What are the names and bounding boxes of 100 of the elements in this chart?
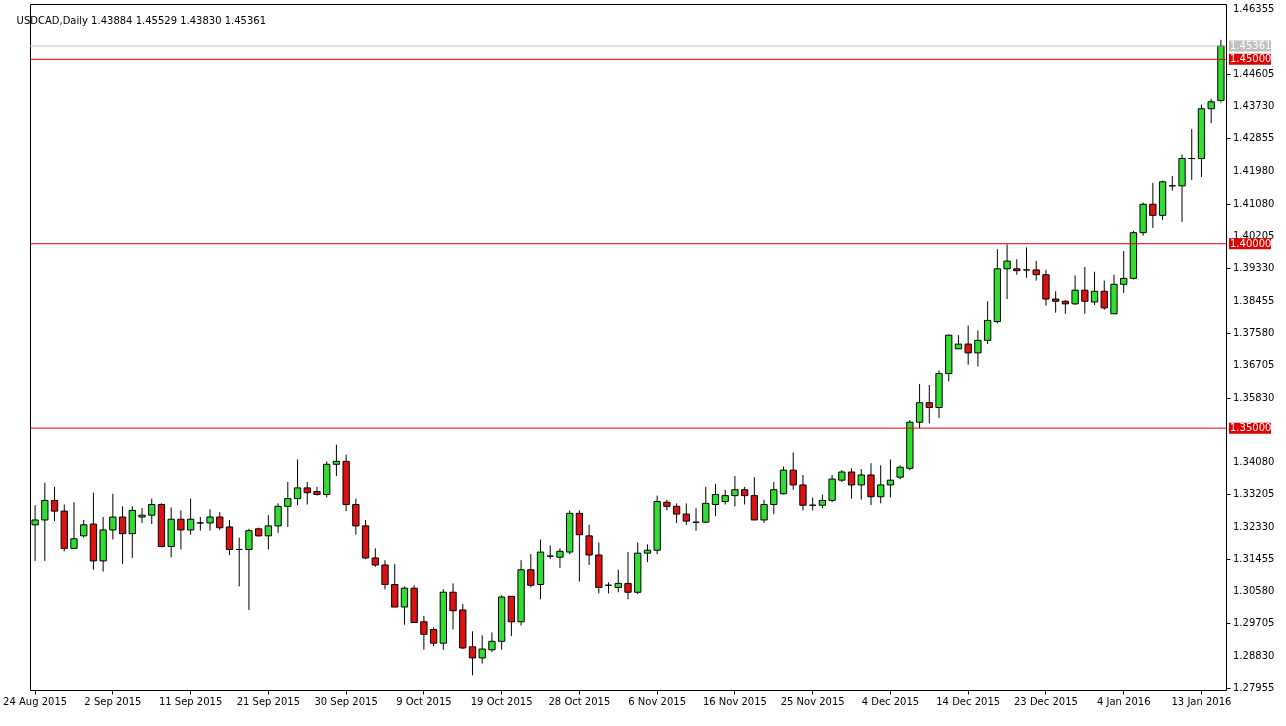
- x-tick-label: 13 Jan 2016: [1171, 695, 1232, 707]
- candlestick: [915, 383, 924, 429]
- y-tick-label: 1.43730: [1233, 100, 1275, 112]
- candlestick: [177, 509, 185, 550]
- candlestick: [1090, 271, 1099, 306]
- candlestick: [1100, 280, 1108, 311]
- candlestick: [828, 474, 836, 503]
- candlestick: [313, 486, 321, 497]
- candlestick: [41, 482, 49, 562]
- candlestick: [585, 524, 593, 566]
- y-tick-label: 1.35830: [1233, 391, 1275, 403]
- x-tick-label: 19 Oct 2015: [470, 695, 533, 707]
- candlestick: [877, 464, 885, 504]
- y-tick-label: 1.27955: [1233, 681, 1275, 693]
- candlestick: [293, 458, 302, 506]
- y-tick-label: 1.37580: [1233, 326, 1275, 338]
- candlestick: [332, 444, 341, 477]
- candlestick: [556, 547, 564, 569]
- ref-line-label: 1.45361: [1230, 40, 1272, 52]
- x-tick-label: 4 Jan 2016: [1096, 695, 1151, 707]
- candlestick: [206, 508, 214, 532]
- candlestick: [779, 466, 788, 496]
- candlestick: [245, 528, 253, 611]
- y-tick-label: 1.31455: [1233, 552, 1275, 564]
- candlestick: [1120, 250, 1128, 294]
- candlestick: [663, 499, 671, 511]
- candlestick: [468, 630, 477, 676]
- candlestick: [974, 329, 982, 368]
- candlestick: [478, 634, 486, 664]
- candlestick: [371, 547, 379, 568]
- x-tick-label: 25 Nov 2015: [780, 695, 845, 707]
- candlestick: [352, 498, 360, 536]
- y-tick-label: 1.29705: [1233, 617, 1275, 629]
- candlestick: [702, 486, 710, 524]
- candlestick: [1003, 243, 1011, 300]
- candlestick: [391, 563, 399, 608]
- y-tick-label: 1.41080: [1233, 197, 1275, 209]
- candlestick: [1207, 98, 1215, 124]
- candlestick: [381, 559, 389, 590]
- y-tick-label: 1.34080: [1233, 456, 1275, 468]
- y-tick-label: 1.36705: [1233, 359, 1275, 371]
- x-tick-label: 11 Sep 2015: [158, 695, 223, 707]
- candlestick: [186, 498, 195, 536]
- candlestick: [1081, 266, 1089, 315]
- candlestick: [624, 551, 632, 600]
- x-tick-label: 2 Sep 2015: [84, 695, 142, 707]
- candlestick: [274, 502, 282, 534]
- y-tick-label: 1.39330: [1233, 262, 1275, 274]
- candlestick: [731, 475, 739, 507]
- candlestick: [1032, 260, 1040, 282]
- candlestick: [264, 514, 273, 550]
- y-tick-label: 1.32330: [1233, 520, 1275, 532]
- candlestick: [1052, 290, 1060, 314]
- candlestick: [614, 569, 622, 593]
- candlestick: [1022, 246, 1031, 279]
- x-tick-label: 30 Sep 2015: [314, 695, 378, 707]
- candlestick: [1071, 274, 1079, 306]
- y-tick-label: 1.44605: [1233, 67, 1275, 79]
- candlestick: [128, 505, 136, 559]
- x-tick-label: 9 Oct 2015: [396, 695, 452, 707]
- candlestick: [429, 626, 438, 647]
- x-tick-label: 24 Aug 2015: [3, 695, 68, 707]
- candlestick: [449, 582, 457, 631]
- y-tick-label: 1.28830: [1233, 649, 1275, 661]
- candlestick: [925, 384, 933, 424]
- candlestick: [109, 493, 117, 541]
- y-tick-label: 1.30580: [1233, 585, 1275, 597]
- candlestick: [789, 451, 797, 491]
- candlestick: [138, 507, 146, 524]
- y-tick-label: 1.33205: [1233, 488, 1275, 500]
- x-tick-label: 6 Nov 2015: [628, 695, 686, 707]
- y-tick-label: 1.38455: [1233, 294, 1275, 306]
- candlestick: [760, 499, 768, 524]
- candlestick: [770, 481, 778, 515]
- ref-line-label: 1.45000: [1230, 53, 1272, 65]
- candlestick: [799, 474, 807, 511]
- candlestick: [682, 502, 690, 526]
- candlestick: [303, 481, 311, 505]
- candlestick: [847, 467, 856, 500]
- x-tick-label: 23 Dec 2015: [1014, 695, 1078, 707]
- candlestick: [886, 458, 895, 498]
- candlestick: [867, 462, 875, 506]
- x-tick-label: 16 Nov 2015: [702, 695, 767, 707]
- candlestick: [50, 486, 59, 522]
- candlestick: [148, 498, 156, 525]
- candlestick: [527, 553, 535, 588]
- x-tick-label: 28 Oct 2015: [548, 695, 611, 707]
- y-tick-label: 1.42855: [1233, 132, 1275, 144]
- candlestick: [983, 300, 992, 345]
- candlestick: [420, 615, 428, 651]
- candlestick: [225, 519, 234, 556]
- x-tick-label: 4 Dec 2015: [861, 695, 920, 707]
- candlestick: [118, 505, 127, 565]
- y-tick-label: 1.41980: [1233, 164, 1275, 176]
- candlestick: [711, 483, 720, 517]
- candlestick: [70, 501, 78, 549]
- candlestick: [964, 325, 972, 366]
- candlestick: [400, 585, 409, 626]
- candlestick: [575, 509, 584, 583]
- ref-line-label: 1.35000: [1230, 422, 1272, 434]
